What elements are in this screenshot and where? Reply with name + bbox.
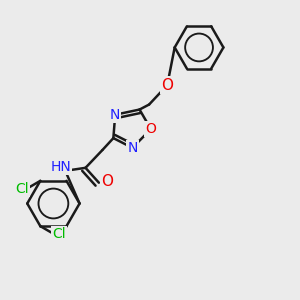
Text: HN: HN (50, 160, 71, 174)
Text: O: O (146, 122, 156, 136)
Text: Cl: Cl (52, 227, 66, 241)
Text: N: N (127, 141, 138, 155)
Text: N: N (110, 108, 120, 122)
Text: O: O (161, 78, 173, 93)
Text: O: O (101, 174, 113, 189)
Text: Cl: Cl (15, 182, 28, 196)
